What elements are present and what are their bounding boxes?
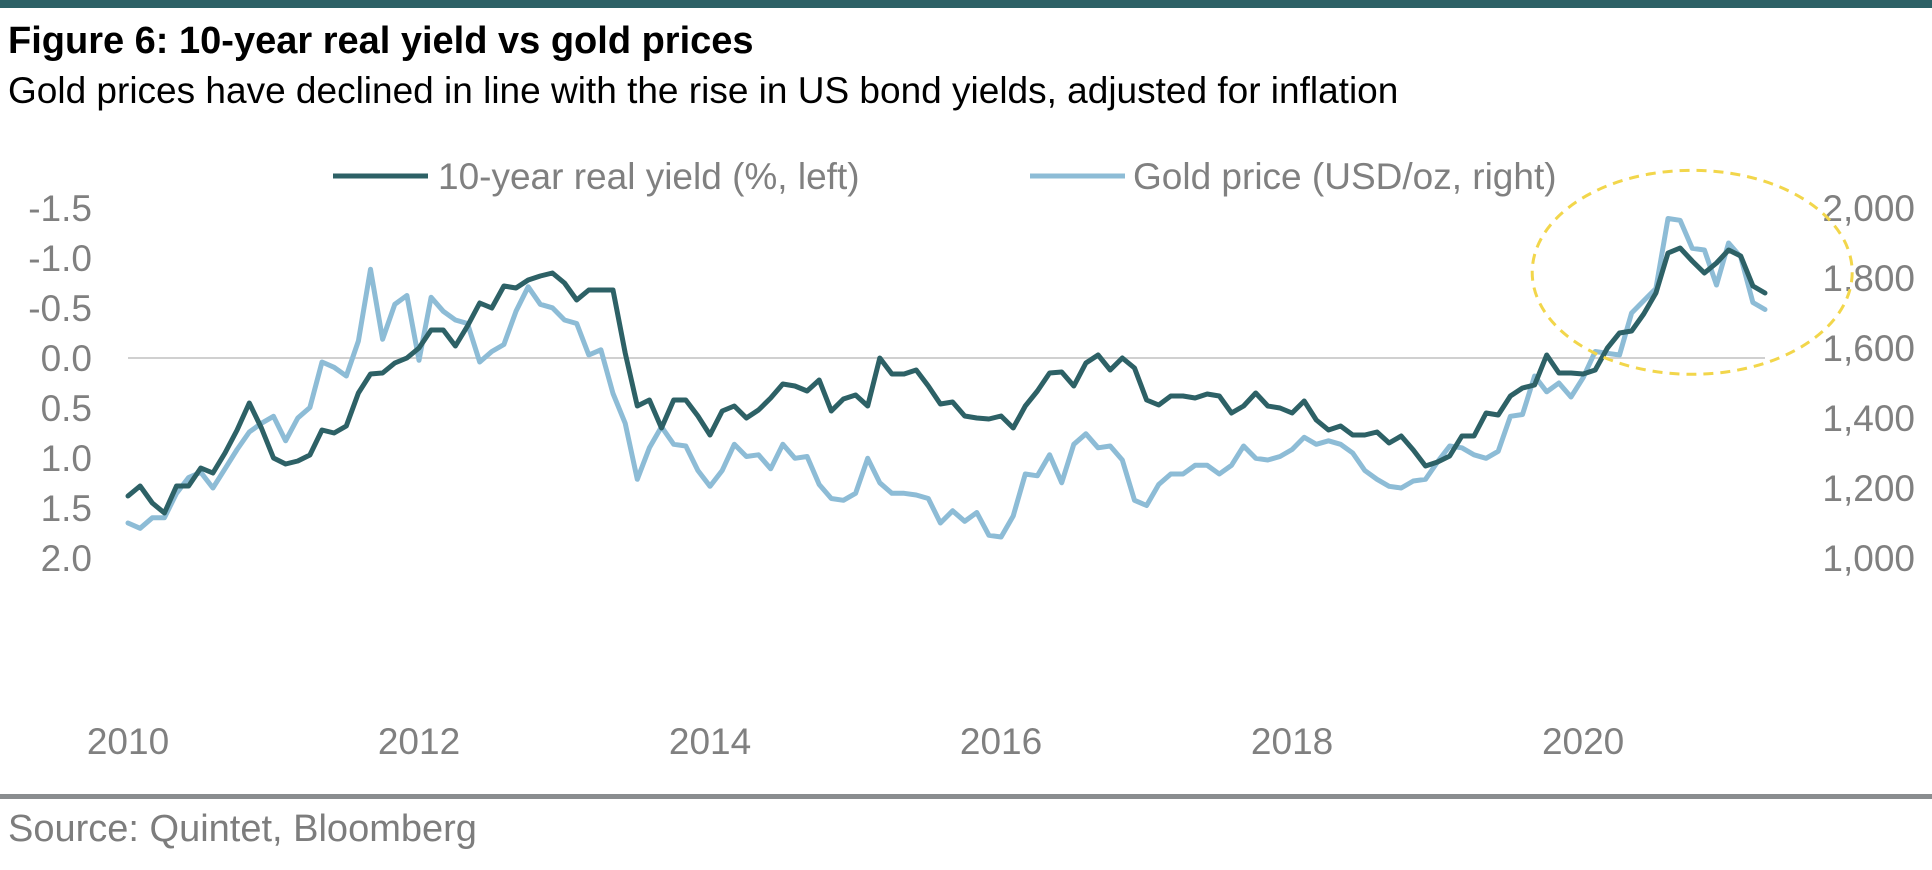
figure-title: Figure 6: 10-year real yield vs gold pri… [8, 20, 754, 62]
legend: 10-year real yield (%, left) Gold price … [333, 156, 1557, 197]
right-tick-label: 2,000 [1822, 188, 1915, 229]
left-tick-label: 1.5 [41, 488, 92, 529]
x-tick-label: 2018 [1251, 721, 1333, 762]
right-tick-label: 1,800 [1822, 258, 1915, 299]
x-tick-label: 2012 [378, 721, 460, 762]
left-tick-label: -0.5 [28, 288, 92, 329]
x-axis: 2010 2012 2014 2016 2018 2020 [87, 721, 1624, 762]
x-tick-label: 2014 [669, 721, 751, 762]
left-tick-label: 1.0 [41, 438, 92, 479]
figure-subtitle: Gold prices have declined in line with t… [8, 70, 1399, 111]
left-tick-label: -1.0 [28, 238, 92, 279]
right-tick-label: 1,000 [1822, 538, 1915, 579]
x-tick-label: 2010 [87, 721, 169, 762]
right-axis: 2,000 1,800 1,600 1,400 1,200 1,000 [1822, 188, 1915, 579]
legend-label-gold: Gold price (USD/oz, right) [1133, 156, 1557, 197]
left-tick-label: 0.0 [41, 338, 92, 379]
left-tick-label: -1.5 [28, 188, 92, 229]
right-tick-label: 1,400 [1822, 398, 1915, 439]
series-line-gold [125, 216, 1768, 540]
series-line-real-yield [125, 245, 1768, 516]
bottom-rule [0, 794, 1932, 799]
left-tick-label: 2.0 [41, 538, 92, 579]
x-tick-label: 2016 [960, 721, 1042, 762]
x-tick-label: 2020 [1542, 721, 1624, 762]
top-rule [0, 0, 1932, 8]
series-layer [125, 216, 1768, 540]
right-tick-label: 1,600 [1822, 328, 1915, 369]
left-tick-label: 0.5 [41, 388, 92, 429]
legend-label-real-yield: 10-year real yield (%, left) [438, 156, 860, 197]
left-axis: -1.5 -1.0 -0.5 0.0 0.5 1.0 1.5 2.0 [28, 188, 92, 579]
right-tick-label: 1,200 [1822, 468, 1915, 509]
highlight-circle [1530, 168, 1854, 376]
chart: 10-year real yield (%, left) Gold price … [28, 156, 1915, 762]
source-note: Source: Quintet, Bloomberg [8, 808, 477, 850]
